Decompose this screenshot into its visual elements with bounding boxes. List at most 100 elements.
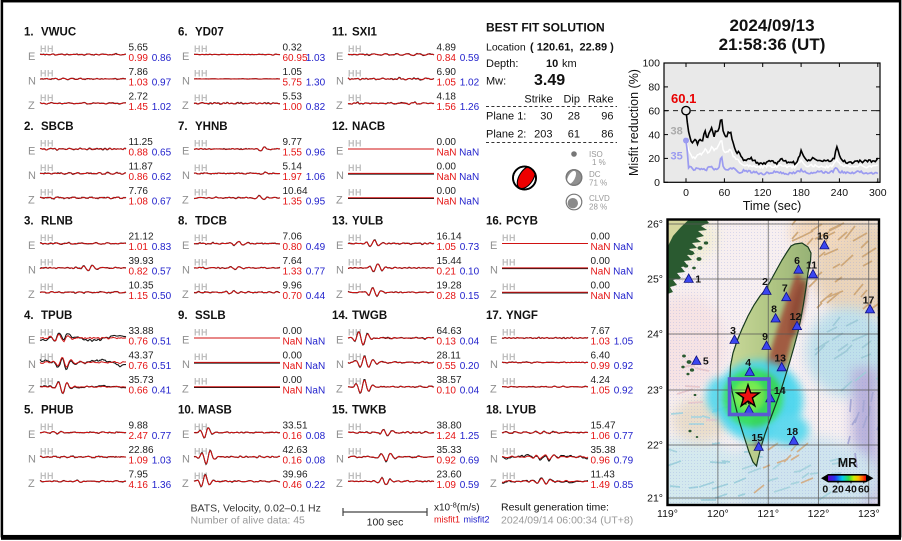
- svg-text:Z: Z: [182, 383, 189, 395]
- svg-text:NaN: NaN: [437, 172, 457, 183]
- svg-text:HH: HH: [348, 422, 362, 432]
- svg-text:HH: HH: [40, 257, 54, 267]
- svg-text:5.14: 5.14: [283, 162, 303, 173]
- svg-text:NaN: NaN: [459, 172, 479, 183]
- svg-text:Z: Z: [28, 478, 35, 490]
- svg-text:E: E: [336, 335, 343, 347]
- svg-text:E: E: [490, 335, 497, 347]
- svg-text:0.73: 0.73: [460, 242, 480, 253]
- svg-text:NaN: NaN: [305, 361, 325, 372]
- svg-text:33.88: 33.88: [129, 326, 154, 337]
- svg-text:10.: 10.: [178, 405, 194, 417]
- svg-text:2.72: 2.72: [129, 92, 149, 103]
- svg-text:10.35: 10.35: [129, 281, 154, 292]
- svg-text:1.03: 1.03: [129, 77, 149, 88]
- svg-text:0.82: 0.82: [129, 266, 149, 277]
- svg-text:1.25: 1.25: [460, 431, 480, 442]
- svg-text:11.43: 11.43: [591, 470, 616, 481]
- svg-text:0.77: 0.77: [306, 266, 326, 277]
- svg-text:100: 100: [642, 58, 660, 70]
- svg-text:0: 0: [822, 484, 828, 496]
- svg-text:SBCB: SBCB: [41, 121, 74, 133]
- svg-text:DC: DC: [589, 170, 601, 179]
- svg-text:HH: HH: [348, 282, 362, 292]
- svg-text:0.00: 0.00: [591, 281, 611, 292]
- svg-text:ISO: ISO: [589, 150, 603, 159]
- svg-text:0.00: 0.00: [283, 326, 303, 337]
- svg-text:2: 2: [762, 276, 768, 288]
- svg-text:40: 40: [648, 129, 660, 141]
- svg-text:0.04: 0.04: [460, 385, 480, 396]
- svg-text:0.10: 0.10: [460, 266, 480, 277]
- svg-text:28: 28: [568, 111, 580, 123]
- svg-text:1.03: 1.03: [591, 337, 611, 348]
- svg-text:15: 15: [751, 432, 763, 444]
- svg-text:10: 10: [546, 58, 558, 70]
- svg-text:HH: HH: [348, 93, 362, 103]
- svg-text:E: E: [336, 51, 343, 63]
- svg-text:1.05: 1.05: [437, 77, 457, 88]
- svg-text:HH: HH: [40, 163, 54, 173]
- svg-text:0.20: 0.20: [460, 361, 480, 372]
- svg-text:0.21: 0.21: [437, 266, 457, 277]
- svg-text:7.: 7.: [178, 121, 188, 133]
- svg-text:5.: 5.: [24, 405, 34, 417]
- svg-text:YD07: YD07: [195, 27, 224, 39]
- svg-text:N: N: [490, 453, 498, 465]
- svg-text:120: 120: [754, 187, 772, 199]
- svg-text:HH: HH: [348, 233, 362, 243]
- svg-text:HH: HH: [502, 328, 516, 338]
- svg-text:0.65: 0.65: [152, 148, 172, 159]
- svg-text:15.44: 15.44: [437, 256, 462, 267]
- svg-text:SSLB: SSLB: [195, 310, 226, 322]
- svg-text:0.97: 0.97: [152, 77, 172, 88]
- svg-text:22.86: 22.86: [129, 445, 154, 456]
- svg-text:39.96: 39.96: [283, 470, 308, 481]
- svg-text:HH: HH: [502, 233, 516, 243]
- svg-text:4.16: 4.16: [129, 480, 149, 491]
- svg-text:15.: 15.: [332, 405, 348, 417]
- svg-text:HH: HH: [40, 471, 54, 481]
- svg-text:HH: HH: [40, 187, 54, 197]
- svg-text:26°: 26°: [647, 219, 663, 231]
- svg-text:7.95: 7.95: [129, 470, 149, 481]
- svg-text:0.70: 0.70: [283, 291, 303, 302]
- svg-text:HH: HH: [502, 471, 516, 481]
- svg-text:5.75: 5.75: [283, 77, 303, 88]
- svg-text:1.49: 1.49: [591, 480, 611, 491]
- svg-text:N: N: [182, 75, 190, 87]
- svg-text:0: 0: [654, 177, 660, 189]
- svg-text:Mw:: Mw:: [486, 76, 506, 88]
- svg-text:1.05: 1.05: [437, 242, 457, 253]
- svg-text:1.33: 1.33: [283, 266, 303, 277]
- svg-text:6.40: 6.40: [591, 351, 611, 362]
- svg-text:14.: 14.: [332, 310, 348, 322]
- svg-text:Z: Z: [182, 289, 189, 301]
- svg-text:HH: HH: [194, 68, 208, 78]
- svg-text:HH: HH: [348, 139, 362, 149]
- svg-text:43.37: 43.37: [129, 351, 154, 362]
- svg-text:Z: Z: [182, 100, 189, 112]
- svg-text:HH: HH: [194, 446, 208, 456]
- svg-text:HH: HH: [348, 44, 362, 54]
- svg-text:HH: HH: [502, 446, 516, 456]
- svg-text:2024/09/14 06:00:34 (UT+8): 2024/09/14 06:00:34 (UT+8): [501, 515, 633, 527]
- svg-text:NaN: NaN: [437, 196, 457, 207]
- svg-text:19.28: 19.28: [437, 281, 462, 292]
- svg-text:7.06: 7.06: [283, 232, 303, 243]
- svg-text:4.24: 4.24: [591, 375, 611, 386]
- svg-text:misfit2: misfit2: [464, 515, 490, 525]
- svg-text:11.: 11.: [332, 27, 347, 39]
- svg-text:1.36: 1.36: [152, 480, 172, 491]
- svg-text:NaN: NaN: [305, 385, 325, 396]
- svg-text:17.: 17.: [486, 310, 502, 322]
- svg-text:N: N: [182, 170, 190, 182]
- svg-text:HH: HH: [194, 93, 208, 103]
- svg-text:11.25: 11.25: [129, 137, 154, 148]
- svg-text:0.69: 0.69: [460, 455, 480, 466]
- svg-text:N: N: [336, 170, 344, 182]
- svg-text:0.99: 0.99: [129, 53, 149, 64]
- svg-text:0.86: 0.86: [129, 172, 149, 183]
- svg-text:Z: Z: [336, 383, 343, 395]
- svg-text:E: E: [28, 146, 35, 158]
